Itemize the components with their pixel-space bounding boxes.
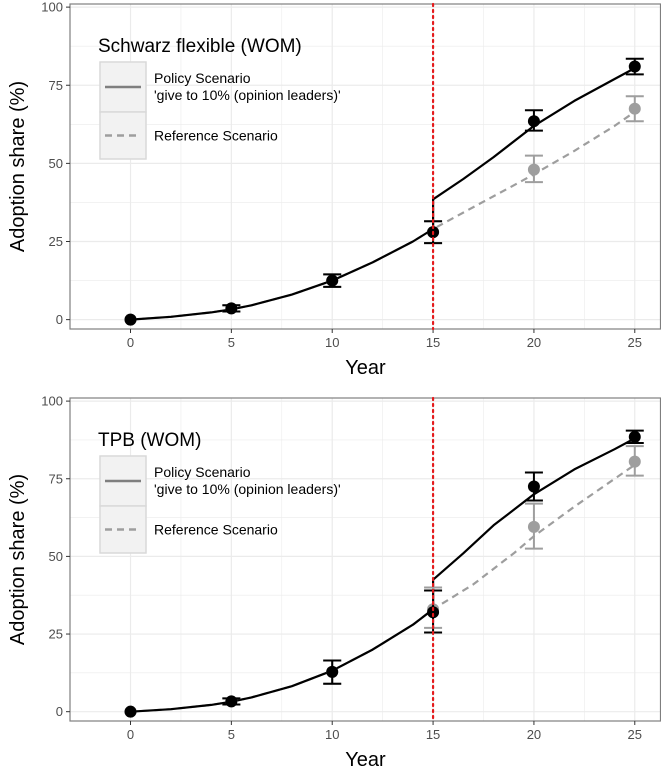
- panel-title: Schwarz flexible (WOM): [98, 36, 302, 57]
- legend-label-policy: 'give to 10% (opinion leaders)': [154, 87, 341, 103]
- x-axis-title: Year: [345, 357, 386, 379]
- y-axis-title: Adoption share (%): [7, 81, 29, 252]
- policy-point: [628, 60, 641, 73]
- x-tick-label: 5: [228, 335, 235, 350]
- policy-point: [527, 115, 540, 128]
- y-tick-label: 100: [41, 394, 63, 409]
- legend: Policy Scenario'give to 10% (opinion lea…: [99, 455, 341, 554]
- policy-point: [427, 606, 440, 619]
- y-tick-label: 75: [49, 78, 63, 93]
- legend-label-policy: Policy Scenario: [154, 464, 251, 480]
- reference-line: [130, 110, 636, 321]
- y-tick-label: 25: [49, 234, 63, 249]
- policy-point: [124, 705, 137, 718]
- policy-point: [326, 665, 339, 678]
- x-tick-label: 25: [628, 727, 642, 742]
- legend-label-reference: Reference Scenario: [154, 522, 278, 538]
- policy-point: [124, 313, 137, 326]
- y-tick-label: 100: [41, 0, 63, 15]
- legend: Policy Scenario'give to 10% (opinion lea…: [99, 61, 341, 160]
- y-tick-label: 0: [56, 312, 63, 327]
- x-tick-label: 15: [426, 335, 440, 350]
- y-tick-label: 50: [49, 549, 63, 564]
- y-tick-label: 50: [49, 156, 63, 171]
- y-tick-label: 0: [56, 704, 63, 719]
- reference-point: [628, 455, 641, 468]
- legend-label-reference: Reference Scenario: [154, 128, 278, 144]
- y-tick-label: 75: [49, 471, 63, 486]
- policy-point: [628, 430, 641, 443]
- panel-2: 0 5 10 15 20 25 0 25 50 75 100 Year Adoption share (…: [7, 394, 661, 771]
- policy-point: [326, 274, 339, 287]
- policy-point: [527, 480, 540, 493]
- policy-line: [130, 67, 636, 321]
- panel-1: 0 5 10 15 20 25 0 25 50 75 100 Year Adoption share (…: [7, 0, 661, 379]
- x-tick-label: 25: [628, 335, 642, 350]
- panel-title: TPB (WOM): [98, 430, 201, 451]
- plot-background: [70, 4, 661, 329]
- x-tick-label: 20: [527, 335, 541, 350]
- x-tick-label: 20: [527, 727, 541, 742]
- x-tick-label: 10: [325, 335, 339, 350]
- reference-point: [628, 102, 641, 115]
- plot-background: [70, 398, 661, 721]
- x-tick-label: 10: [325, 727, 339, 742]
- x-tick-label: 0: [127, 335, 134, 350]
- reference-point: [527, 520, 540, 533]
- x-tick-label: 0: [127, 727, 134, 742]
- policy-line: [130, 437, 636, 713]
- y-axis-title: Adoption share (%): [7, 474, 29, 645]
- legend-label-policy: 'give to 10% (opinion leaders)': [154, 481, 341, 497]
- policy-point: [225, 302, 238, 315]
- legend-label-policy: Policy Scenario: [154, 70, 251, 86]
- policy-point: [225, 695, 238, 708]
- x-tick-label: 5: [228, 727, 235, 742]
- reference-point: [527, 163, 540, 176]
- x-tick-label: 15: [426, 727, 440, 742]
- x-axis-title: Year: [345, 749, 386, 771]
- y-tick-label: 25: [49, 627, 63, 642]
